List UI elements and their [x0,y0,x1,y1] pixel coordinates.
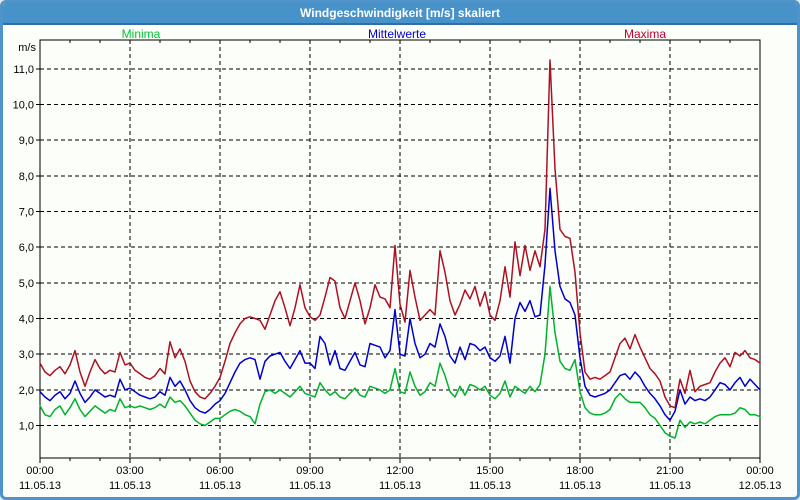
x-tick-time-label: 06:00 [206,465,234,477]
x-tick-time-label: 12:00 [386,465,414,477]
x-tick-time-label: 03:00 [116,465,144,477]
x-tick-date-label: 11.05.13 [199,480,241,492]
y-tick-label: 10,0 [13,100,34,112]
x-tick-time-label: 21:00 [656,465,684,477]
x-tick-date-label: 11.05.13 [469,480,511,492]
series-line-mittelwerte [39,187,761,421]
y-tick-label: 2,0 [19,385,34,397]
y-tick-label: 8,0 [19,171,34,183]
legend-mittelwerte: Mittelwerte [367,27,427,41]
chart-title: Windgeschwindigkeit [m/s] skaliert [300,6,500,20]
y-tick-label: 9,0 [19,135,34,147]
x-tick-time-label: 15:00 [476,465,504,477]
plot-frame [39,39,761,459]
series-line-minima [39,285,761,439]
y-tick-label: 7,0 [19,207,34,219]
legend-minima: Minima [121,27,161,41]
y-tick-label: 5,0 [19,278,34,290]
x-tick-date-label: 11.05.13 [559,480,601,492]
series-line-maxima [39,59,761,409]
y-tick-label: 6,0 [19,242,34,254]
y-tick-label: 1,0 [19,421,34,433]
x-tick-time-label: 00:00 [746,465,774,477]
y-tick-label: 4,0 [19,314,34,326]
y-tick-label: 3,0 [19,349,34,361]
wind-speed-chart: 1,0 2,0 3,0 4,0 5,0 6,0 7,0 8,0 9,0 10,0 11,0 m/s 00… [13,39,782,492]
x-tick-date-label: 11.05.13 [109,480,151,492]
y-tick-label: 11,0 [13,64,34,76]
x-tick-date-label: 11.05.13 [19,480,61,492]
x-tick-time-label: 09:00 [296,465,324,477]
x-tick-date-label: 11.05.13 [379,480,421,492]
title-bar: Windgeschwindigkeit [m/s] skaliert [3,3,797,25]
y-axis-unit-label: m/s [18,42,36,54]
x-tick-date-label: 11.05.13 [289,480,331,492]
x-tick-time-label: 18:00 [566,465,594,477]
x-tick-date-label: 11.05.13 [649,480,691,492]
x-tick-time-label: 00:00 [26,465,54,477]
legend-maxima: Maxima [623,27,667,41]
x-tick-date-label: 12.05.13 [739,480,782,492]
